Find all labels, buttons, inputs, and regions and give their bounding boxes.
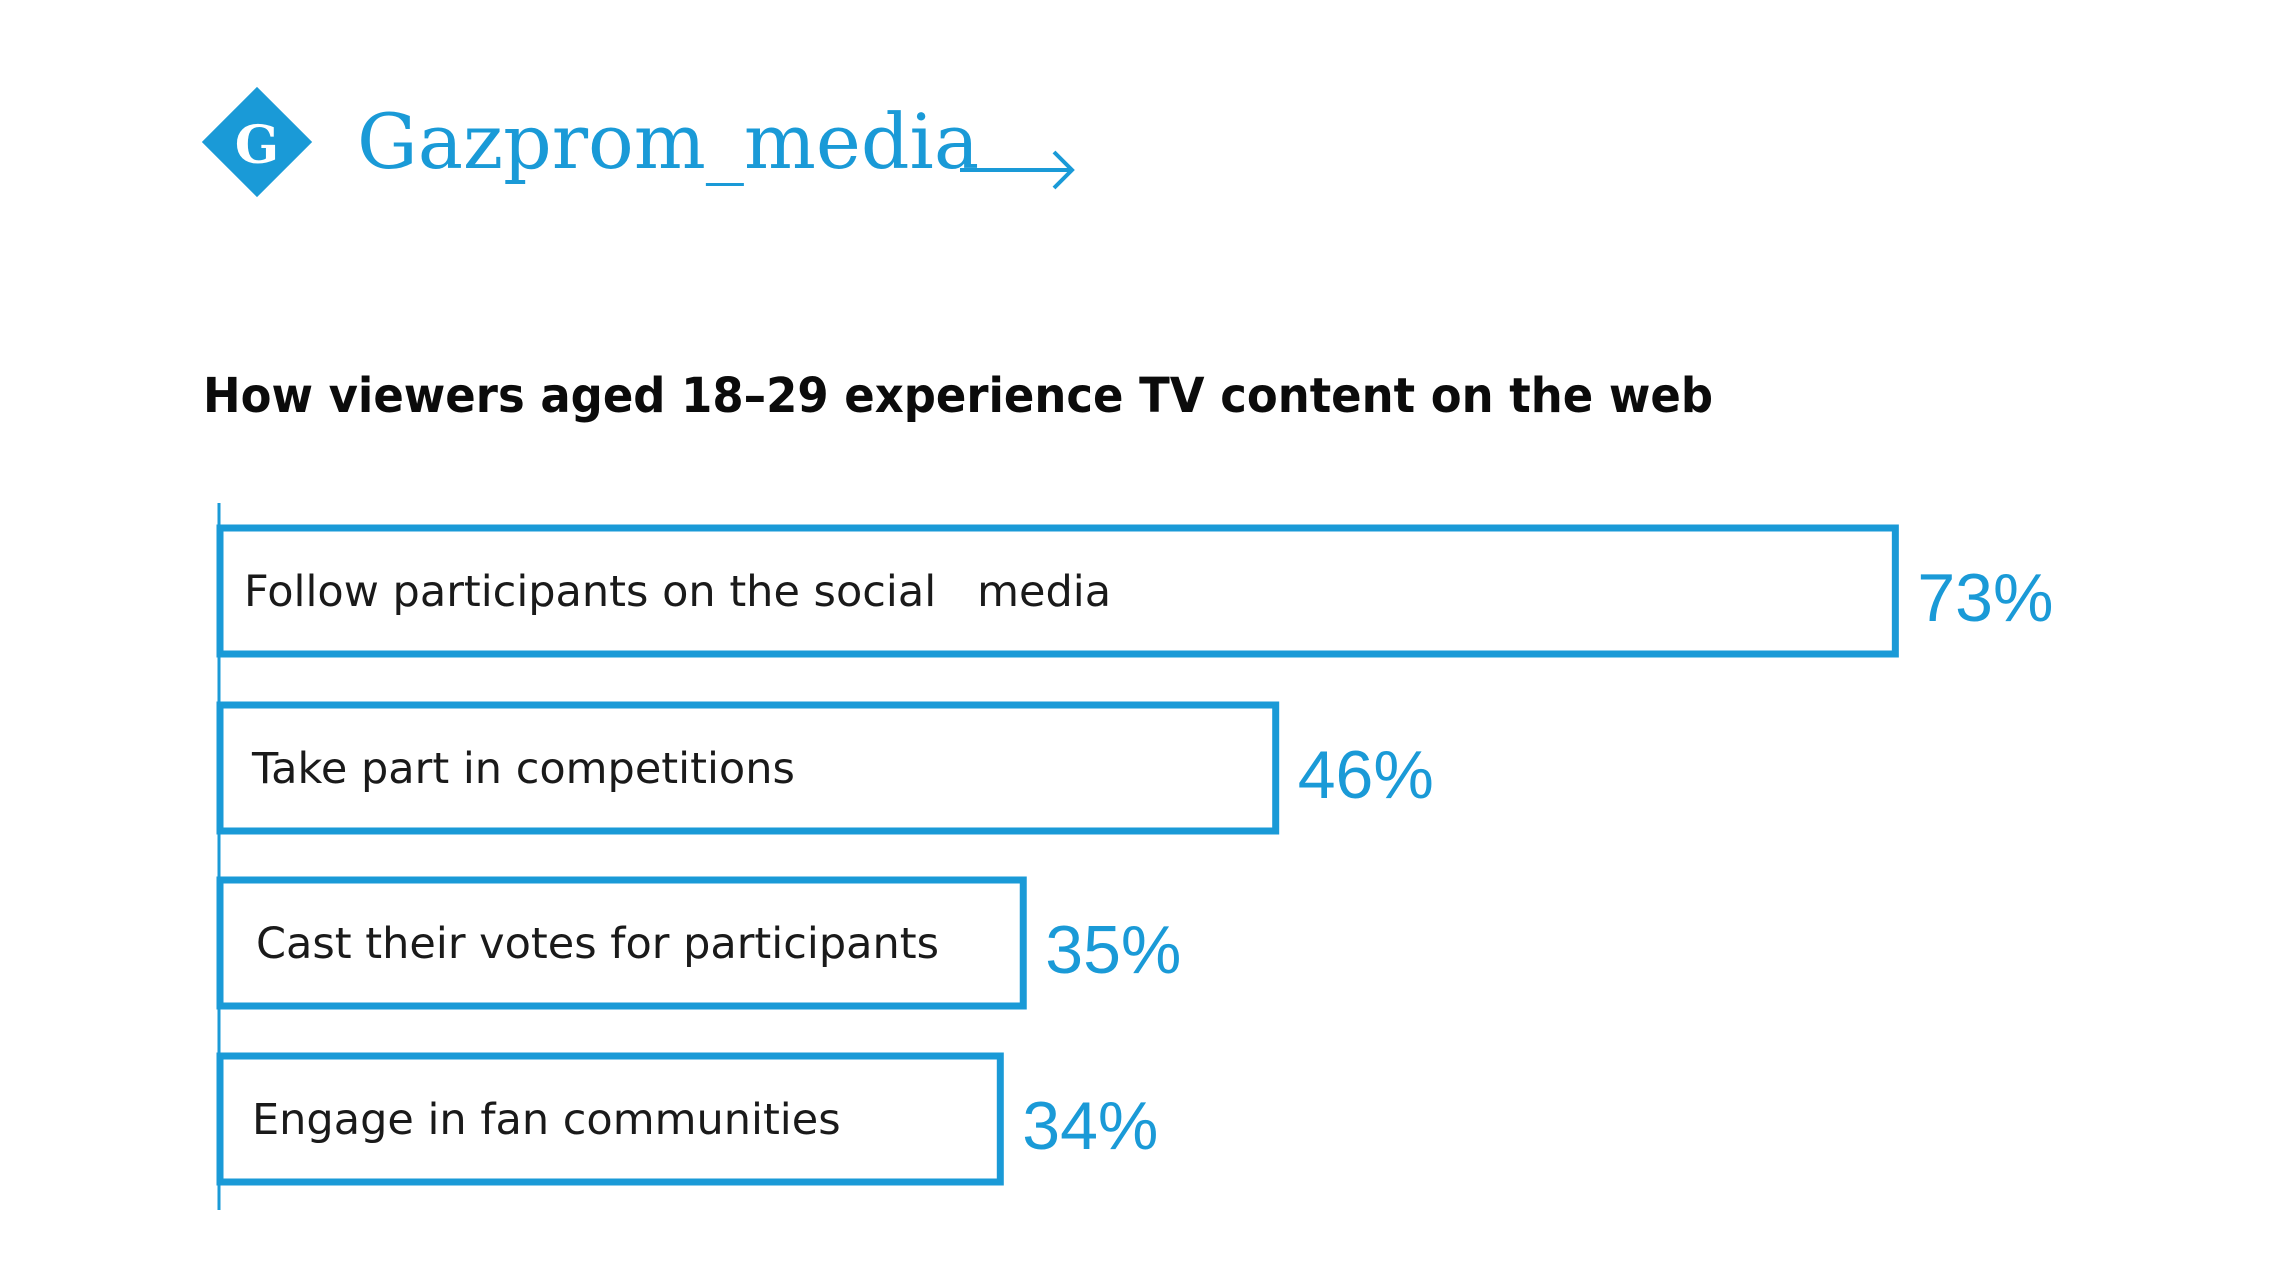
bar bbox=[216, 524, 1899, 658]
chart-title: How viewers aged 18–29 experience TV con… bbox=[203, 368, 1713, 424]
bar bbox=[216, 1052, 1004, 1186]
bar-value-label: 35% bbox=[1045, 912, 1181, 988]
brand-wordmark: Gazprom_media bbox=[357, 97, 979, 186]
logo-arrow-icon bbox=[960, 150, 1075, 190]
bar-chart: Follow participants on the social media 7… bbox=[216, 503, 2053, 1210]
bar bbox=[216, 876, 1027, 1010]
bar-label: Take part in competitions bbox=[251, 744, 795, 794]
bar-value-label: 73% bbox=[1917, 560, 2053, 636]
bar-label: Follow participants on the social media bbox=[244, 567, 1111, 617]
brand-logo: G Gazprom_media bbox=[201, 86, 1075, 198]
bar bbox=[216, 701, 1280, 835]
bar-value-label: 34% bbox=[1022, 1088, 1158, 1164]
bar-label: Engage in fan communities bbox=[252, 1095, 841, 1145]
logo-letter: G bbox=[235, 115, 279, 176]
bar-label: Cast their votes for participants bbox=[256, 919, 939, 969]
bar-value-label: 46% bbox=[1298, 737, 1434, 813]
